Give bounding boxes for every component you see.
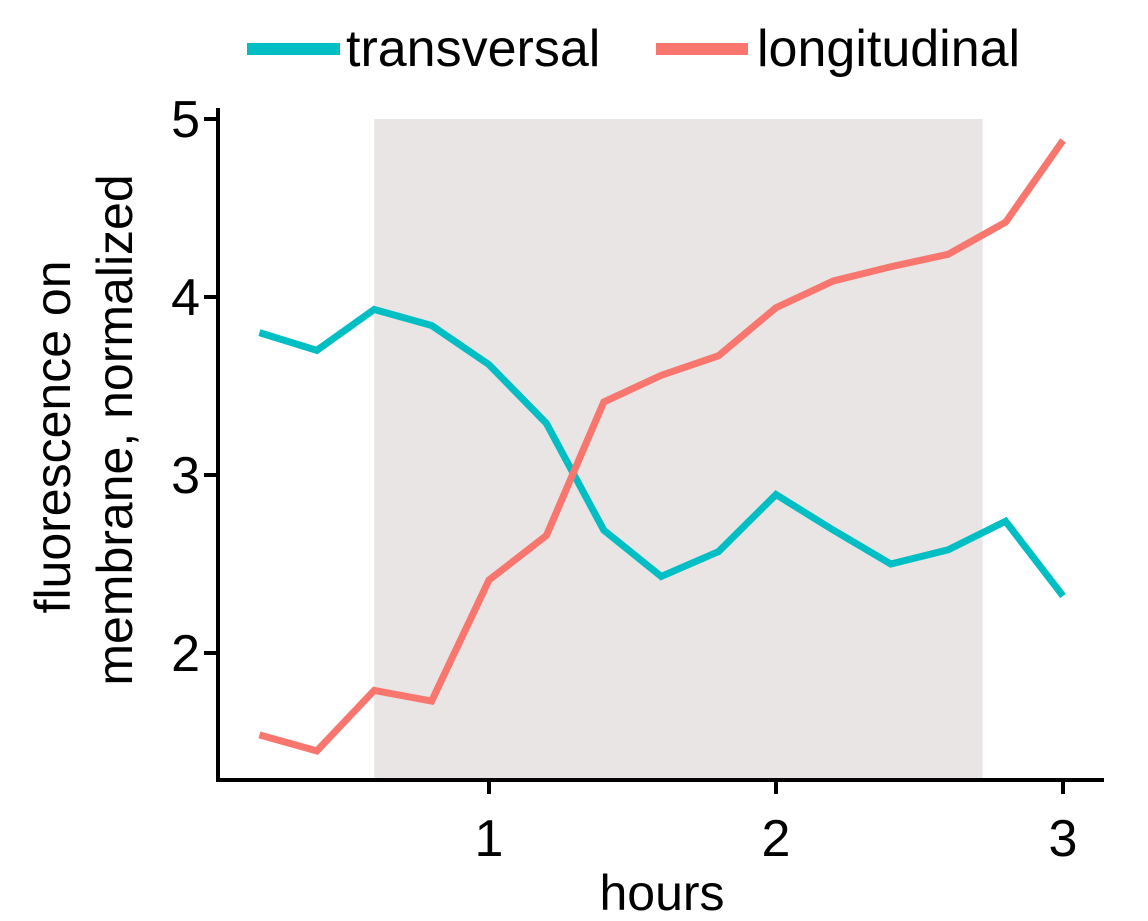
x-tick-label: 3 [1049,810,1078,868]
x-tick-label: 2 [762,810,791,868]
y-tick-label: 4 [171,269,200,327]
series-lines [258,138,1066,755]
legend-label-longitudinal: longitudinal [757,20,1020,78]
y-axis-label-line-2: membrane, normalized [87,174,143,685]
x-ticks: 1 2 3 [475,780,1078,868]
series-line-transversal [258,305,1066,599]
y-ticks: 2 3 4 5 [171,91,218,683]
y-tick-label: 5 [171,91,200,149]
y-axis-label-line-1: fluorescence on [25,260,81,613]
x-axis-label: hours [599,865,724,921]
y-axis-label: fluorescence on membrane, normalized [25,174,143,685]
x-tick-label: 1 [475,810,504,868]
legend: transversal longitudinal [247,20,1020,78]
legend-label-transversal: transversal [346,20,600,78]
shaded-region [374,119,983,778]
y-tick-label: 2 [171,625,200,683]
y-tick-label: 3 [171,447,200,505]
series-line-longitudinal [258,138,1066,755]
